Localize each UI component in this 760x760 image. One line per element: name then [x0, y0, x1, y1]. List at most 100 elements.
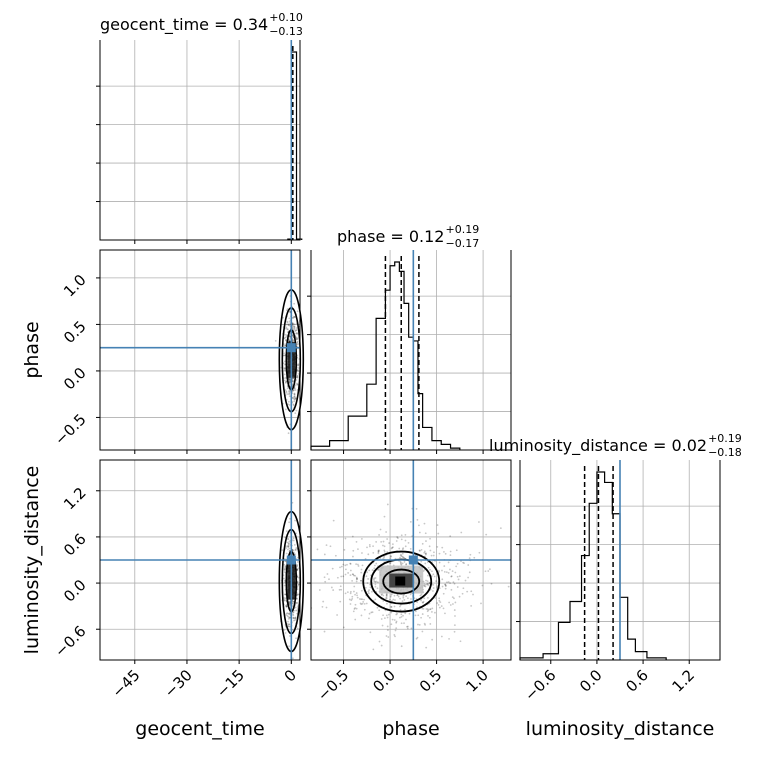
axes-frames-layer [96, 40, 721, 664]
sample-point [401, 555, 404, 558]
sample-point [372, 578, 375, 581]
sample-point [332, 519, 335, 522]
sample-point [423, 551, 426, 554]
sample-point [297, 583, 300, 586]
y-tick-label-phase: 0.5 [60, 317, 90, 347]
sample-point [387, 613, 390, 616]
sample-point [288, 616, 291, 619]
sample-point [374, 585, 377, 588]
sample-point [284, 363, 286, 366]
sample-point [288, 379, 291, 382]
sample-point [292, 403, 295, 406]
sample-point [287, 432, 290, 435]
sample-point [454, 571, 457, 574]
sample-point [386, 602, 388, 605]
sample-point [368, 612, 371, 615]
sample-point [295, 397, 297, 400]
sample-point [438, 606, 441, 609]
sample-point [428, 582, 431, 585]
sample-point [481, 584, 484, 587]
sample-point [351, 579, 354, 582]
sample-point [285, 547, 288, 549]
sample-point [401, 562, 404, 565]
sample-point [399, 609, 402, 611]
sample-point [389, 555, 392, 557]
sample-point [363, 608, 366, 611]
sample-point [462, 587, 465, 590]
sample-point [421, 613, 424, 615]
sample-point [292, 325, 294, 328]
sample-point [286, 320, 289, 323]
sample-point [423, 597, 426, 600]
sample-point [384, 597, 387, 600]
x-tick-label-luminosity_distance: 0.6 [622, 666, 652, 696]
sample-point [291, 657, 294, 660]
sample-point [365, 575, 368, 578]
sample-point [375, 580, 378, 583]
truth-marker-geocent_time-luminosity_distance [286, 555, 296, 565]
sample-point [287, 620, 289, 623]
sample-point [484, 570, 487, 573]
sample-point [283, 577, 285, 580]
sample-point [453, 630, 456, 633]
sample-point [296, 564, 299, 566]
sample-point [288, 547, 291, 550]
sample-point [431, 638, 434, 641]
sample-point [401, 600, 404, 603]
sample-point [357, 563, 359, 566]
sample-point [355, 563, 358, 566]
histogram-geocent_time [287, 51, 303, 240]
sample-point [405, 595, 408, 598]
sample-point [356, 578, 358, 580]
sample-point [288, 393, 290, 396]
sample-point [377, 550, 380, 553]
sample-point [387, 636, 390, 638]
sample-point [400, 613, 403, 616]
sample-point [287, 625, 290, 627]
sample-point [283, 598, 286, 601]
sample-point [297, 342, 299, 345]
sample-point [293, 616, 295, 619]
sample-point [444, 552, 447, 555]
sample-point [403, 599, 406, 601]
sample-point [469, 553, 472, 556]
sample-point [291, 629, 294, 631]
sample-point [360, 568, 363, 571]
sample-point [285, 381, 287, 383]
sample-point [294, 330, 297, 332]
sample-point [363, 603, 366, 605]
sample-point [456, 562, 459, 565]
sample-point [370, 611, 373, 614]
sample-point [371, 590, 373, 593]
sample-point [381, 624, 384, 627]
sample-point [293, 323, 296, 326]
title-main-luminosity_distance: luminosity_distance = 0.02 [489, 436, 707, 456]
sample-point [452, 603, 454, 605]
sample-point [297, 363, 300, 366]
sample-point [339, 585, 342, 588]
sample-point [293, 327, 296, 329]
sample-point [284, 597, 287, 600]
sample-point [426, 583, 429, 586]
sample-point [420, 616, 422, 619]
sample-point [401, 552, 404, 555]
sample-point [400, 555, 403, 558]
sample-point [350, 599, 353, 602]
sample-point [428, 545, 431, 548]
sample-point [440, 605, 443, 607]
sample-point [321, 605, 324, 608]
sample-point [507, 585, 510, 588]
sample-point [399, 605, 401, 608]
sample-point [283, 337, 286, 339]
sample-point [349, 590, 352, 593]
sample-point [357, 548, 359, 550]
x-tick-label-luminosity_distance: −0.6 [521, 666, 559, 704]
sample-point [295, 327, 298, 329]
sample-point [289, 324, 291, 326]
density-core-phase-luminosity_distance [395, 576, 406, 586]
sample-point [381, 593, 383, 596]
sample-point [285, 390, 288, 393]
sample-point [374, 581, 377, 583]
sample-point [285, 605, 288, 608]
sample-point [284, 327, 287, 330]
